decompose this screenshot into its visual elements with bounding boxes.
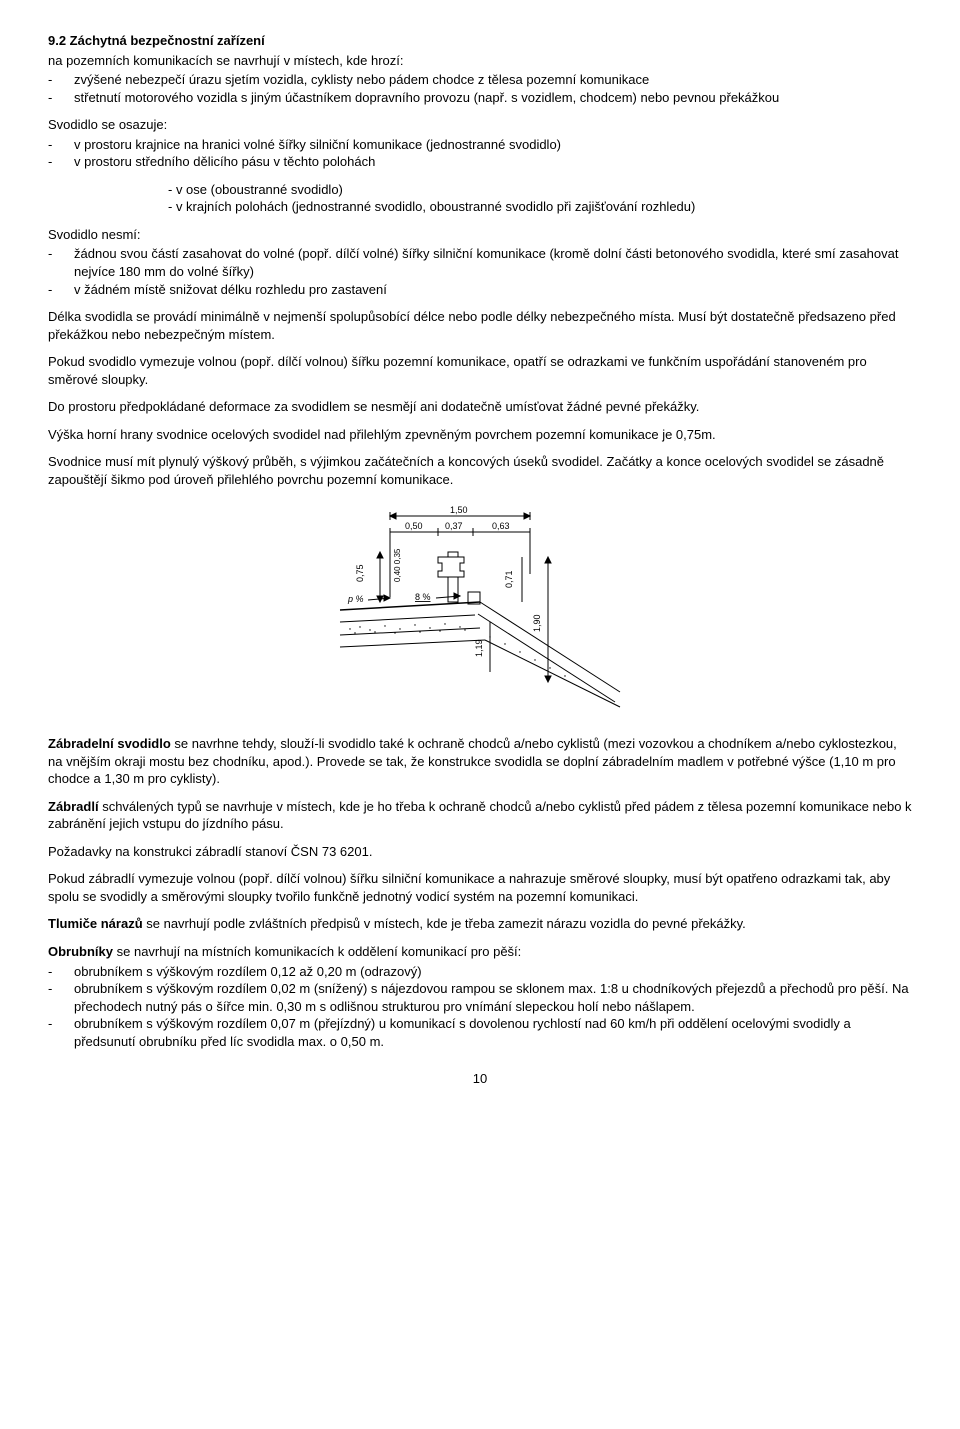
paragraph: Svodnice musí mít plynulý výškový průběh…	[48, 453, 912, 488]
inline-text: se navrhují podle zvláštních předpisů v …	[143, 916, 746, 931]
paragraph: Pokud svodidlo vymezuje volnou (popř. dí…	[48, 353, 912, 388]
list-text: v prostoru krajnice na hranici volné šíř…	[74, 136, 912, 154]
dim-top-a: 0,50	[405, 521, 423, 531]
crosssection-svg: 1,50 0,50 0,37 0,63 0,75 0,40 0,35 0,71 …	[330, 502, 630, 712]
list-item: - v žádném místě snižovat délku rozhledu…	[48, 281, 912, 299]
section-intro: na pozemních komunikacích se navrhují v …	[48, 52, 912, 70]
list-item: - obrubníkem s výškovým rozdílem 0,07 m …	[48, 1015, 912, 1050]
bold-label: Zábradlí	[48, 799, 99, 814]
slope-p: p %	[347, 594, 364, 604]
bullet-dash: -	[48, 136, 74, 154]
sub-item: - v ose (oboustranné svodidlo)	[48, 181, 912, 199]
list-item: - zvýšené nebezpečí úrazu sjetím vozidla…	[48, 71, 912, 89]
dim-h075: 0,75	[355, 565, 365, 583]
subsection-label: Svodidlo nesmí:	[48, 226, 912, 244]
inline-text: se navrhují na místních komunikacích k o…	[113, 944, 521, 959]
dim-top-b: 0,37	[445, 521, 463, 531]
bullet-dash: -	[48, 1015, 74, 1050]
dim-h190: 1,90	[532, 615, 542, 633]
paragraph: Do prostoru předpokládané deformace za s…	[48, 398, 912, 416]
paragraph: Výška horní hrany svodnice ocelových svo…	[48, 426, 912, 444]
subsection-label: Svodidlo se osazuje:	[48, 116, 912, 134]
list-text: zvýšené nebezpečí úrazu sjetím vozidla, …	[74, 71, 912, 89]
list-item: - v prostoru středního dělicího pásu v t…	[48, 153, 912, 171]
list-text: žádnou svou částí zasahovat do volné (po…	[74, 245, 912, 280]
list-text: obrubníkem s výškovým rozdílem 0,07 m (p…	[74, 1015, 912, 1050]
obrubniky-list: - obrubníkem s výškovým rozdílem 0,12 až…	[48, 963, 912, 1051]
paragraph: Délka svodidla se provádí minimálně v ne…	[48, 308, 912, 343]
bullet-dash: -	[48, 153, 74, 171]
section-heading: 9.2 Záchytná bezpečnostní zařízení	[48, 32, 912, 50]
bullet-dash: -	[48, 980, 74, 1015]
bullet-dash: -	[48, 245, 74, 280]
bullet-dash: -	[48, 71, 74, 89]
list-text: střetnutí motorového vozidla s jiným úča…	[74, 89, 912, 107]
list-text: v žádném místě snižovat délku rozhledu p…	[74, 281, 912, 299]
page-number: 10	[48, 1070, 912, 1088]
bold-label: Tlumiče nárazů	[48, 916, 143, 931]
dim-top-total: 1,50	[450, 505, 468, 515]
dim-top-c: 0,63	[492, 521, 510, 531]
sub-item: - v krajních polohách (jednostranné svod…	[48, 198, 912, 216]
paragraph: Pokud zábradlí vymezuje volnou (popř. dí…	[48, 870, 912, 905]
list-text: obrubníkem s výškovým rozdílem 0,02 m (s…	[74, 980, 912, 1015]
list-item: - obrubníkem s výškovým rozdílem 0,12 až…	[48, 963, 912, 981]
bold-label: Zábradelní svodidlo	[48, 736, 171, 751]
list-item: - žádnou svou částí zasahovat do volné (…	[48, 245, 912, 280]
bullet-dash: -	[48, 963, 74, 981]
paragraph: Požadavky na konstrukci zábradlí stanoví…	[48, 843, 912, 861]
slope-8: 8 %	[415, 592, 431, 602]
osazuje-list: - v prostoru krajnice na hranici volné š…	[48, 136, 912, 171]
list-item: - obrubníkem s výškovým rozdílem 0,02 m …	[48, 980, 912, 1015]
paragraph-obrubniky: Obrubníky se navrhují na místních komuni…	[48, 943, 912, 961]
paragraph-tlumice: Tlumiče nárazů se navrhují podle zvláštn…	[48, 915, 912, 933]
list-text: v prostoru středního dělicího pásu v těc…	[74, 153, 912, 171]
bullet-dash: -	[48, 89, 74, 107]
hazard-list: - zvýšené nebezpečí úrazu sjetím vozidla…	[48, 71, 912, 106]
figure-crosssection: 1,50 0,50 0,37 0,63 0,75 0,40 0,35 0,71 …	[48, 502, 912, 717]
inline-text: schválených typů se navrhuje v místech, …	[48, 799, 912, 832]
inline-text: se navrhne tehdy, slouží-li svodidlo tak…	[48, 736, 897, 786]
nesmi-list: - žádnou svou částí zasahovat do volné (…	[48, 245, 912, 298]
dim-h040035: 0,40 0,35	[393, 549, 402, 583]
list-item: - střetnutí motorového vozidla s jiným ú…	[48, 89, 912, 107]
bullet-dash: -	[48, 281, 74, 299]
list-text: obrubníkem s výškovým rozdílem 0,12 až 0…	[74, 963, 912, 981]
bold-label: Obrubníky	[48, 944, 113, 959]
paragraph-zabradelni: Zábradelní svodidlo se navrhne tehdy, sl…	[48, 735, 912, 788]
dim-h071: 0,71	[504, 571, 514, 589]
list-item: - v prostoru krajnice na hranici volné š…	[48, 136, 912, 154]
paragraph-zabradli: Zábradlí schválených typů se navrhuje v …	[48, 798, 912, 833]
dim-h119: 1,19	[474, 640, 484, 658]
